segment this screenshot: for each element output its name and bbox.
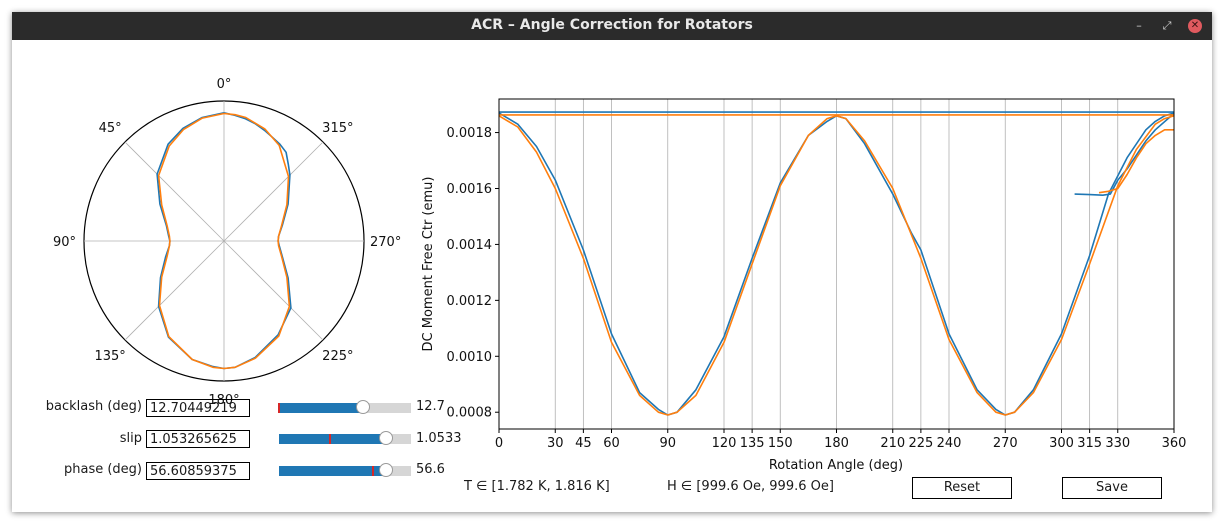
phase-initial-marker [372,466,375,476]
x-tick-label: 240 [937,436,962,451]
series-line-0 [499,112,1174,416]
series-line-4 [1098,129,1174,194]
x-tick-label: 360 [1162,436,1187,451]
x-tick-label: 330 [1105,436,1130,451]
backlash-textbox[interactable]: 12.70449219 [146,399,250,417]
temperature-range: T ∈ [1.782 K, 1.816 K] [464,479,610,494]
slip-slider-handle[interactable] [378,431,393,445]
title-bar[interactable]: ACR – Angle Correction for Rotators – ⤢ … [12,12,1212,40]
backlash-value: 12.7 [416,399,445,414]
phase-slider-fill [279,466,386,476]
backlash-slider[interactable] [278,400,411,414]
maximize-icon[interactable]: ⤢ [1162,19,1172,32]
polar-theta-label: 90° [53,235,76,250]
y-tick-label: 0.0010 [447,350,493,365]
y-tick-label: 0.0018 [447,126,493,141]
polar-spoke [223,141,324,242]
x-tick-label: 315 [1077,436,1102,451]
reset-button[interactable]: Reset [912,477,1012,499]
polar-theta-label: 225° [322,349,353,364]
x-tick-label: 150 [768,436,793,451]
save-button[interactable]: Save [1062,477,1162,499]
phase-textbox[interactable]: 56.60859375 [146,462,250,480]
x-axis-label: Rotation Angle (deg) [769,458,903,473]
x-tick-label: 225 [908,436,933,451]
phase-value: 56.6 [416,462,445,477]
slip-label: slip [119,431,142,446]
close-icon[interactable]: ✕ [1188,19,1202,33]
x-tick-label: 300 [1049,436,1074,451]
y-tick-label: 0.0012 [447,294,493,309]
slip-value: 1.0533 [416,431,462,446]
x-tick-label: 210 [880,436,905,451]
polar-theta-label: 45° [99,121,122,136]
polar-theta-label: 135° [94,349,125,364]
polar-plot: 0° 45° 90° 135° 180° 225° 270° 315° [53,77,401,408]
minimize-icon[interactable]: – [1136,19,1142,32]
series-line-1 [1074,112,1174,196]
phase-slider-handle[interactable] [378,463,393,477]
field-range: H ∈ [999.6 Oe, 999.6 Oe] [667,479,834,494]
polar-theta-label: 180° [208,393,239,408]
figure-canvas: 0° 45° 90° 135° 180° 225° 270° 315° 0 30 45 60 90 12… [53,77,1187,473]
backlash-slider-fill [279,403,363,413]
polar-theta-label: 315° [322,121,353,136]
window-title: ACR – Angle Correction for Rotators [471,17,753,33]
backlash-initial-marker [278,403,280,413]
slip-slider-fill [279,434,386,444]
polar-theta-label: 0° [217,77,232,92]
x-tick-label: 90 [659,436,676,451]
y-tick-label: 0.0014 [447,238,493,253]
x-tick-label: 0 [495,436,503,451]
backlash-slider-handle[interactable] [355,400,370,414]
app-window: ACR – Angle Correction for Rotators – ⤢ … [12,12,1212,512]
polar-spoke [223,240,324,341]
y-axis-label: DC Moment Free Ctr (emu) [421,177,436,352]
y-tick-label: 0.0008 [447,406,493,421]
x-tick-label: 45 [575,436,592,451]
x-tick-label: 270 [993,436,1018,451]
y-tick-label: 0.0016 [447,182,493,197]
x-tick-label: 120 [712,436,737,451]
backlash-label: backlash (deg) [45,399,142,414]
polar-series-line-1 [157,112,291,370]
phase-label: phase (deg) [63,462,142,477]
polar-theta-label: 270° [370,235,401,250]
slip-textbox[interactable]: 1.053265625 [146,430,250,448]
x-tick-label: 135 [740,436,765,451]
slip-slider[interactable] [279,431,411,445]
series-line-3 [499,114,1174,416]
polar-spoke [124,141,225,242]
x-tick-label: 60 [603,436,620,451]
slip-initial-marker [328,434,331,444]
x-tick-label: 180 [824,436,849,451]
polar-spoke [124,240,225,341]
x-tick-label: 30 [547,436,564,451]
line-plot: 0 30 45 60 90 120 135 150 180 210 225 240 270 300 315 3… [421,98,1187,473]
phase-slider[interactable] [279,463,411,477]
